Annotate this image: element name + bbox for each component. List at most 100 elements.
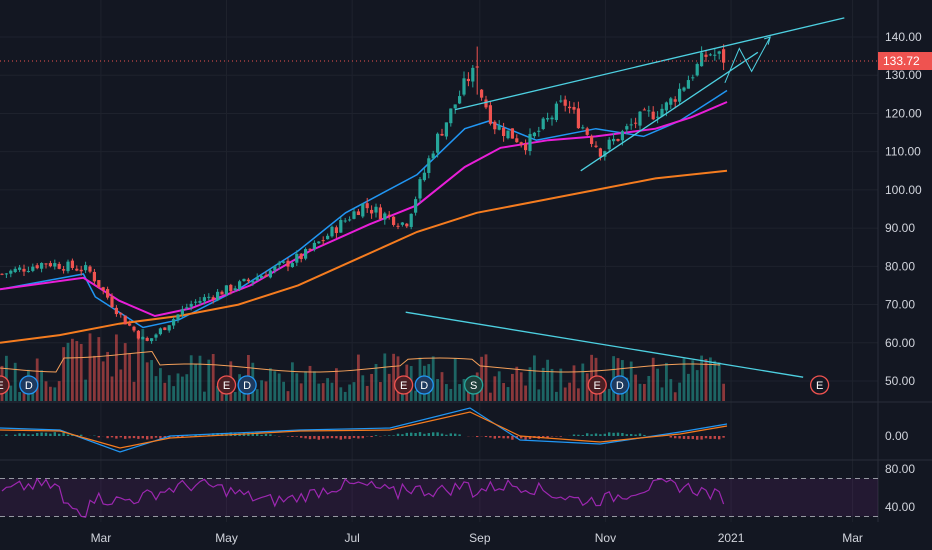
- macd-bar: [559, 436, 562, 437]
- candle-body: [506, 130, 510, 139]
- trendline-lower: [580, 51, 759, 172]
- candle-body: [158, 328, 162, 335]
- macd-bar: [599, 434, 602, 436]
- candle-body: [559, 100, 563, 102]
- candle-body: [722, 49, 726, 63]
- macd-bar: [700, 436, 703, 440]
- macd-bar: [414, 432, 417, 436]
- macd-bar: [594, 433, 598, 436]
- candle-body: [145, 337, 149, 341]
- candle-body: [480, 89, 484, 98]
- candle-body: [664, 102, 668, 111]
- volume-bar: [533, 355, 536, 401]
- volume-bar: [563, 387, 567, 401]
- volume-bar: [528, 367, 532, 401]
- volume-bar: [62, 347, 65, 401]
- volume-bar: [559, 368, 563, 401]
- moving-average-fast: [0, 89, 728, 329]
- candle-body: [550, 117, 554, 120]
- macd-bar: [247, 432, 250, 436]
- candle-body: [620, 131, 624, 141]
- candle-body: [18, 267, 22, 270]
- candle-body: [682, 87, 686, 91]
- volume-bar: [585, 373, 589, 401]
- volume-bar: [555, 391, 558, 401]
- trendline-volume: [405, 311, 804, 378]
- price-tick-label: 70.00: [885, 298, 915, 312]
- macd-bar: [317, 436, 320, 440]
- candle-body: [651, 111, 655, 120]
- candle-body: [31, 266, 35, 271]
- candle-body: [132, 326, 136, 331]
- candle-body: [224, 285, 228, 295]
- candle-body: [70, 260, 74, 268]
- volume-bar: [75, 341, 79, 401]
- volume-bar: [211, 354, 215, 401]
- volume-bar: [572, 365, 576, 401]
- macd-bar: [330, 436, 334, 439]
- candle-body: [229, 284, 233, 292]
- candle-body: [361, 203, 365, 217]
- candle-body: [4, 273, 8, 275]
- moving-average-mid: [0, 101, 728, 318]
- volume-bar: [449, 388, 453, 401]
- macd-bar: [616, 432, 620, 436]
- candle-body: [502, 127, 506, 137]
- candle-body: [453, 104, 457, 109]
- candle-body: [607, 139, 611, 150]
- volume-bar: [106, 351, 109, 401]
- candle-body: [616, 139, 620, 141]
- volume-bar: [383, 353, 387, 401]
- candle-body: [466, 78, 470, 82]
- volume-bar: [123, 343, 127, 401]
- candle-body: [378, 207, 382, 220]
- candle-body: [678, 88, 682, 102]
- candle-body: [458, 96, 462, 104]
- volume-bar: [506, 387, 510, 401]
- volume-bar: [154, 376, 158, 401]
- candle-body: [202, 297, 206, 302]
- macd-bar: [524, 436, 527, 440]
- event-marker-dividend: [19, 375, 39, 395]
- volume-bar: [453, 358, 457, 401]
- time-axis-label: 2021: [718, 531, 745, 545]
- candle-body: [396, 225, 400, 227]
- volume-bar: [313, 371, 316, 401]
- candle-body: [471, 67, 475, 82]
- macd-bar: [436, 432, 439, 436]
- volume-bar: [634, 374, 637, 401]
- macd-bar: [119, 436, 122, 438]
- volume-bar: [308, 365, 312, 401]
- macd-bar: [586, 433, 589, 436]
- volume-bar: [260, 380, 263, 401]
- candle-body: [528, 134, 532, 152]
- candle-body: [440, 133, 444, 136]
- candle-body: [598, 148, 602, 157]
- volume-bar: [115, 334, 118, 401]
- candle-body: [572, 107, 576, 110]
- volume-bar: [93, 355, 96, 401]
- rsi-tick-label: 40.00: [885, 500, 915, 514]
- volume-bar: [414, 390, 417, 401]
- price-tick-label: 80.00: [885, 259, 915, 273]
- volume-bar: [291, 362, 294, 401]
- candle-body: [220, 291, 224, 295]
- macd-bar: [476, 436, 479, 438]
- event-marker-label: S: [470, 380, 477, 392]
- macd-bar: [260, 434, 263, 436]
- candle-body: [79, 269, 83, 272]
- volume-bar: [489, 392, 492, 401]
- macd-bar: [718, 436, 721, 440]
- volume-bar: [198, 355, 202, 401]
- macd-bar: [291, 436, 294, 437]
- candle-body: [462, 78, 466, 95]
- macd-bar: [132, 436, 136, 439]
- candle-body: [647, 110, 651, 112]
- candle-body: [493, 121, 497, 130]
- candle-body: [695, 64, 699, 76]
- candle-body: [669, 98, 673, 105]
- candle-body: [484, 99, 488, 108]
- volume-bar: [524, 385, 527, 401]
